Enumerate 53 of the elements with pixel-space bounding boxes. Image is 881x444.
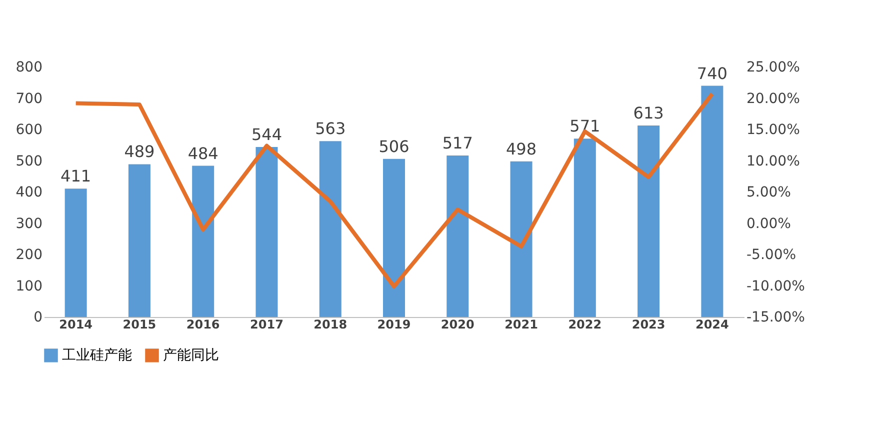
y-tick-label: 300 — [16, 216, 42, 232]
x-tick-label: 2019 — [377, 318, 411, 332]
bar — [446, 155, 469, 317]
data-label: 484 — [188, 144, 218, 163]
x-tick-label: 2016 — [186, 318, 220, 332]
bar — [128, 164, 150, 317]
y-tick-label: 800 — [16, 60, 42, 76]
data-label: 489 — [124, 142, 155, 162]
bar — [192, 166, 214, 317]
data-label: 613 — [633, 103, 664, 122]
data-label: 740 — [696, 64, 728, 83]
y2-tick-label: -10.00% — [746, 278, 805, 294]
data-label: 563 — [315, 119, 346, 138]
bar — [510, 161, 532, 317]
bar — [574, 138, 596, 317]
x-tick-label: 2022 — [568, 318, 602, 332]
bar — [319, 141, 342, 317]
bar — [638, 125, 660, 317]
y-tick-label: 400 — [16, 184, 42, 200]
y2-tick-label: 5.00% — [746, 184, 791, 200]
x-tick-label: 2021 — [504, 318, 538, 332]
y-tick-label: 600 — [16, 122, 42, 138]
bar — [701, 86, 724, 317]
y2-tick-label: 10.00% — [746, 153, 800, 170]
y2-tick-label: -5.00% — [746, 247, 796, 263]
legend-label: 工业硅产能 — [62, 347, 132, 364]
data-label: 411 — [60, 166, 92, 186]
y2-tick-label: -15.00% — [746, 310, 805, 326]
y-tick-label: 100 — [16, 278, 42, 294]
y2-tick-label: 0.00% — [746, 216, 791, 232]
y-tick-label: 700 — [16, 90, 42, 107]
data-label: 544 — [251, 125, 282, 144]
legend-label: 产能同比 — [163, 347, 219, 364]
bar — [383, 158, 405, 317]
y2-tick-label: 20.00% — [746, 90, 800, 107]
x-tick-label: 2023 — [632, 318, 666, 332]
bar — [64, 188, 87, 317]
y2-tick-label: 15.00% — [746, 122, 800, 138]
bar — [256, 147, 278, 317]
x-tick-label: 2014 — [59, 318, 93, 332]
y-tick-label: 0 — [34, 310, 42, 326]
y-tick-label: 200 — [16, 247, 42, 263]
y-tick-label: 500 — [16, 153, 42, 170]
x-tick-label: 2017 — [250, 318, 284, 332]
data-label: 498 — [506, 139, 537, 158]
data-label: 506 — [378, 136, 410, 156]
x-tick-label: 2020 — [440, 318, 474, 332]
data-label: 571 — [570, 116, 600, 136]
x-tick-label: 2015 — [122, 318, 156, 332]
y2-tick-label: 25.00% — [746, 60, 800, 76]
x-tick-label: 2024 — [695, 318, 729, 332]
data-label: 517 — [442, 133, 473, 152]
x-tick-label: 2018 — [314, 318, 348, 332]
